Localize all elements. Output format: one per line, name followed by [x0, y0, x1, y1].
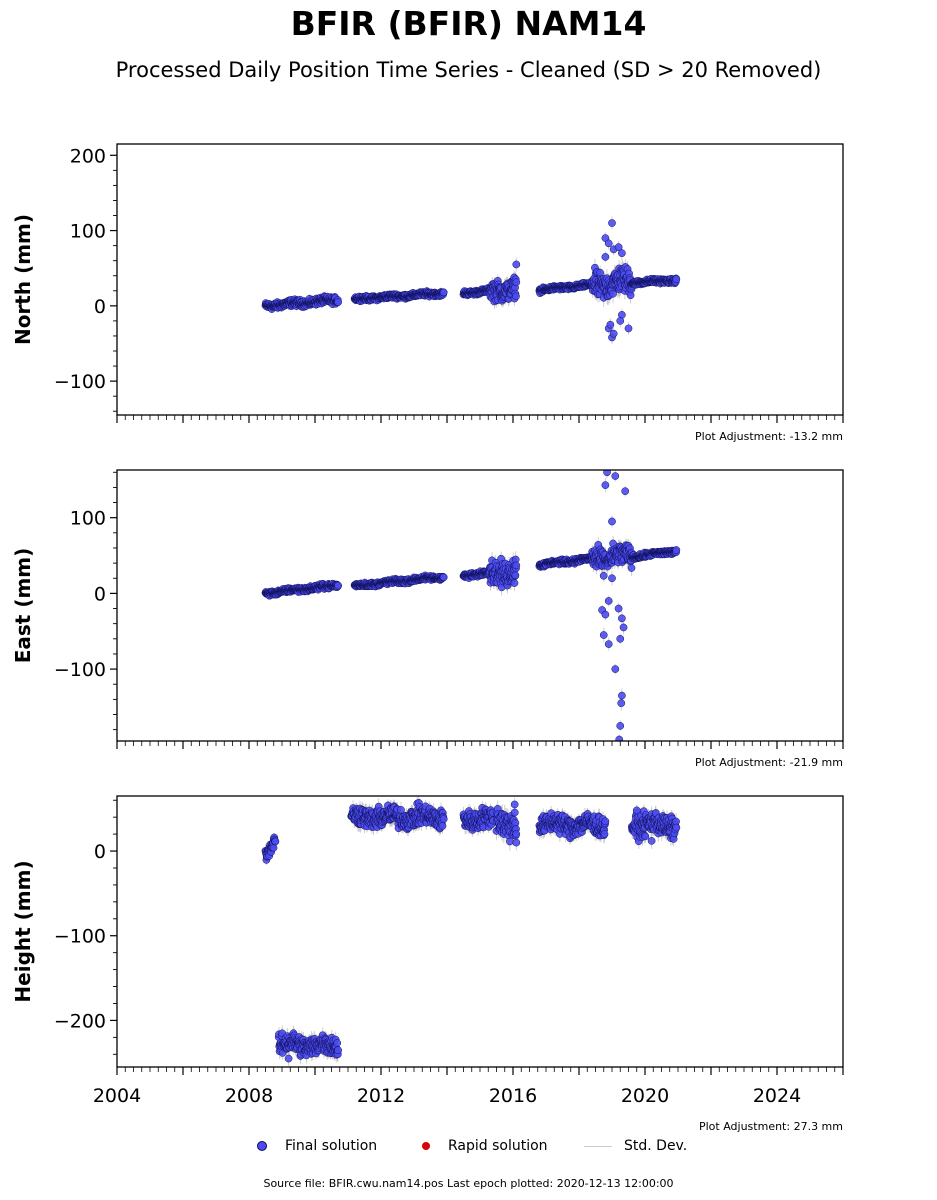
final-solution-point	[611, 472, 620, 480]
final-solution-point	[619, 623, 628, 632]
final-solution-point	[672, 275, 681, 284]
final-solution-point	[614, 604, 623, 613]
y-axis-label: East (mm)	[11, 548, 35, 664]
final-solution-point	[608, 517, 616, 526]
y-axis-label: North (mm)	[11, 214, 35, 345]
final-solution-point	[439, 573, 448, 582]
final-solution-point	[608, 574, 616, 583]
y-tick-label: −100	[54, 659, 106, 681]
final-solution-point	[609, 329, 618, 338]
final-solution-point	[609, 289, 617, 298]
final-solution-point	[334, 298, 342, 307]
final-solution-point	[601, 481, 610, 489]
final-solution-point	[511, 571, 520, 580]
final-solution-point	[599, 631, 608, 639]
chart-title: BFIR (BFIR) NAM14	[290, 4, 647, 43]
final-solution-point	[603, 470, 611, 477]
final-solution-point	[512, 561, 521, 570]
y-tick-label: −100	[54, 371, 106, 393]
final-solution-point	[604, 597, 613, 605]
panel-frame	[116, 469, 844, 742]
final-solution-point	[601, 253, 610, 261]
final-solution-point	[614, 243, 623, 251]
plot-adjustment-label: Plot Adjustment: -21.9 mm	[695, 756, 843, 769]
final-solution-point	[616, 634, 625, 643]
final-solution-point	[617, 699, 626, 708]
final-solution-point	[618, 249, 626, 258]
final-solution-point	[606, 320, 615, 329]
final-solution-point	[512, 260, 521, 269]
y-tick-label: 100	[70, 221, 106, 243]
panel-frame	[116, 143, 844, 416]
final-solution-point	[604, 640, 613, 648]
final-solution-point	[608, 219, 616, 227]
chart-subtitle: Processed Daily Position Time Series - C…	[115, 58, 822, 82]
y-tick-label: 200	[70, 145, 106, 167]
final-solution-point	[618, 691, 626, 700]
final-solution-point	[512, 292, 520, 301]
final-solution-point	[512, 278, 521, 287]
final-solution-point	[615, 735, 624, 741]
final-solution-point	[601, 610, 610, 619]
final-solution-point	[611, 665, 620, 673]
final-solution-point	[624, 324, 633, 333]
final-solution-point	[439, 288, 448, 297]
plot-adjustment-label: Plot Adjustment: -13.2 mm	[695, 430, 843, 443]
data-layer	[261, 470, 681, 741]
data-layer	[261, 216, 681, 344]
final-solution-point	[618, 614, 626, 623]
final-solution-point	[672, 546, 681, 554]
y-tick-label: 100	[70, 508, 106, 530]
y-tick-label: 0	[94, 583, 106, 605]
final-solution-point	[604, 239, 613, 248]
final-solution-point	[621, 487, 630, 496]
final-solution-point	[616, 722, 625, 730]
final-solution-point	[510, 579, 519, 587]
final-solution-point	[334, 581, 342, 590]
final-solution-point	[616, 317, 625, 325]
final-solution-point	[627, 564, 636, 572]
y-tick-label: 0	[94, 296, 106, 318]
final-solution-point	[599, 571, 608, 580]
